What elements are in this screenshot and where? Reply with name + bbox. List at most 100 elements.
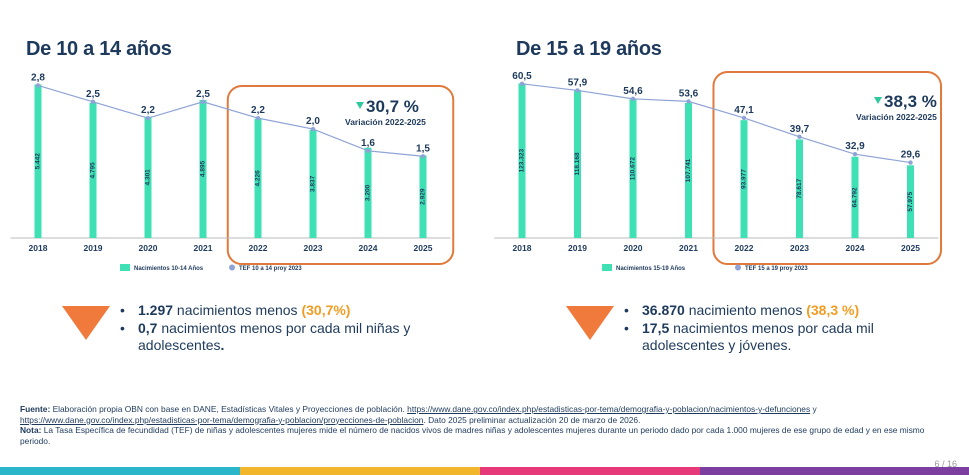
badge-value: 30,7 % bbox=[366, 97, 419, 116]
tef-label: 57,9 bbox=[568, 77, 588, 88]
bar-label: 4.226 bbox=[255, 170, 262, 187]
bar-2025 bbox=[907, 165, 914, 238]
summary-list-10-14: 1.297 nacimientos menos (30,7%) 0,7 naci… bbox=[112, 302, 432, 355]
bar-label: 78.617 bbox=[796, 178, 803, 198]
tef-label: 1,5 bbox=[416, 143, 430, 154]
tef-line bbox=[37, 84, 424, 157]
tef-label: 2,0 bbox=[306, 116, 320, 127]
tef-label: 47,1 bbox=[734, 105, 754, 116]
bar-2019 bbox=[89, 102, 97, 239]
legend-line-swatch bbox=[735, 264, 741, 271]
summary-list-15-19: 36.870 nacimiento menos (38,3 %) 17,5 na… bbox=[616, 302, 916, 355]
stripe-segment bbox=[0, 467, 240, 475]
bar-label: 4.895 bbox=[200, 160, 207, 177]
chart-15-19-svg: 123.323 2018 118.168 2019 110.672 2020 107.741… bbox=[494, 71, 943, 272]
x-tick-label: 2024 bbox=[359, 243, 378, 253]
legend-line-label: TEF 10 a 14 proy 2023 bbox=[239, 266, 302, 272]
color-stripe bbox=[0, 467, 969, 475]
bar-2022 bbox=[254, 118, 262, 238]
legend-line-swatch bbox=[229, 264, 235, 271]
tef-point bbox=[630, 96, 636, 102]
tef-label: 2,2 bbox=[251, 105, 265, 116]
bar-label: 5.442 bbox=[35, 153, 42, 170]
chart-15-19: 123.323 2018 118.168 2019 110.672 2020 107.741… bbox=[494, 68, 954, 280]
bar-label: 107.741 bbox=[685, 158, 692, 182]
badge-value: 38,3 % bbox=[884, 92, 937, 111]
source-footer: Fuente: Elaboración propia OBN con base … bbox=[20, 404, 950, 446]
x-tick-label: 2023 bbox=[790, 243, 809, 253]
x-tick-label: 2018 bbox=[513, 243, 532, 253]
tef-label: 29,6 bbox=[901, 150, 921, 161]
tef-point bbox=[310, 126, 316, 132]
x-tick-label: 2023 bbox=[304, 243, 323, 253]
stripe-segment bbox=[240, 467, 480, 475]
bar-2022 bbox=[740, 120, 748, 238]
bar-2020 bbox=[629, 99, 637, 238]
bar-2019 bbox=[574, 89, 581, 238]
dane-link-proyecciones[interactable]: https://www.dane.gov.co/index.php/estadi… bbox=[20, 414, 424, 425]
bar-label: 123.323 bbox=[519, 149, 526, 173]
bar-label: 3.200 bbox=[365, 184, 372, 201]
bar-2024 bbox=[851, 156, 859, 238]
badge-caption: Variación 2022-2025 bbox=[856, 112, 937, 122]
badge-caption: Variación 2022-2025 bbox=[345, 117, 426, 127]
tef-point bbox=[365, 148, 371, 154]
bar-label: 4.795 bbox=[90, 162, 97, 179]
bar-2023 bbox=[796, 139, 803, 238]
bar-label: 110.672 bbox=[630, 157, 637, 181]
tef-label: 60,5 bbox=[512, 71, 532, 82]
x-tick-label: 2020 bbox=[624, 243, 643, 253]
highlight-box bbox=[226, 85, 455, 265]
x-tick-label: 2021 bbox=[679, 243, 698, 253]
bar-2021 bbox=[685, 102, 692, 238]
summary-item: 36.870 nacimiento menos (38,3 %) bbox=[616, 302, 916, 319]
x-tick-label: 2020 bbox=[139, 243, 158, 253]
badge-triangle-icon bbox=[874, 97, 882, 104]
tef-point bbox=[145, 115, 151, 121]
tef-line bbox=[521, 83, 911, 164]
tef-point bbox=[908, 160, 913, 165]
summary-item: 0,7 nacimientos menos por cada mil niñas… bbox=[112, 320, 432, 354]
panel-title-10-14: De 10 a 14 años bbox=[26, 38, 172, 60]
bar-2018 bbox=[518, 83, 526, 238]
tef-point bbox=[200, 99, 206, 104]
tef-point bbox=[852, 151, 858, 157]
tef-point bbox=[420, 154, 426, 159]
tef-note: Nota: La Tasa Específica de fecundidad (… bbox=[20, 425, 925, 446]
tef-point bbox=[255, 115, 261, 121]
x-tick-label: 2022 bbox=[735, 243, 754, 253]
tef-label: 2,2 bbox=[141, 105, 155, 116]
bar-2018 bbox=[34, 84, 42, 238]
tef-label: 39,7 bbox=[790, 124, 810, 135]
stripe-segment bbox=[480, 467, 700, 475]
bar-2024 bbox=[364, 147, 372, 238]
tef-label: 53,6 bbox=[679, 88, 699, 99]
tef-point bbox=[90, 99, 96, 104]
tef-point bbox=[686, 99, 691, 104]
tef-label: 1,6 bbox=[361, 138, 375, 149]
tef-label: 2,5 bbox=[196, 89, 210, 100]
source-note: Fuente: Elaboración propia OBN con base … bbox=[20, 404, 817, 425]
x-tick-label: 2019 bbox=[84, 243, 103, 253]
dane-link-nacimientos[interactable]: https://www.dane.gov.co/index.php/estadi… bbox=[407, 404, 811, 414]
bar-label: 2.929 bbox=[420, 188, 427, 205]
legend-bar-swatch bbox=[120, 264, 130, 271]
highlight-box bbox=[712, 71, 943, 265]
bar-label: 4.301 bbox=[145, 169, 152, 186]
summary-item: 1.297 nacimientos menos (30,7%) bbox=[112, 302, 432, 319]
x-tick-label: 2018 bbox=[29, 243, 48, 253]
bar-label: 57.975 bbox=[907, 191, 914, 211]
bar-label: 3.837 bbox=[310, 175, 317, 192]
panel-title-15-19: De 15 a 19 años bbox=[516, 38, 662, 60]
bar-2025 bbox=[419, 155, 427, 238]
legend-line-label: TEF 15 a 19 proy 2023 bbox=[745, 266, 808, 272]
tef-label: 54,6 bbox=[623, 86, 643, 97]
badge-triangle-icon bbox=[356, 102, 364, 109]
x-tick-label: 2022 bbox=[249, 243, 268, 253]
summary-item: 17,5 nacimientos menos por cada mil adol… bbox=[616, 320, 916, 354]
bar-label: 93.977 bbox=[741, 169, 748, 189]
tef-point bbox=[35, 83, 41, 88]
x-tick-label: 2024 bbox=[846, 243, 865, 253]
page-number: 6 / 16 bbox=[934, 459, 957, 469]
tef-label: 2,5 bbox=[86, 89, 100, 100]
